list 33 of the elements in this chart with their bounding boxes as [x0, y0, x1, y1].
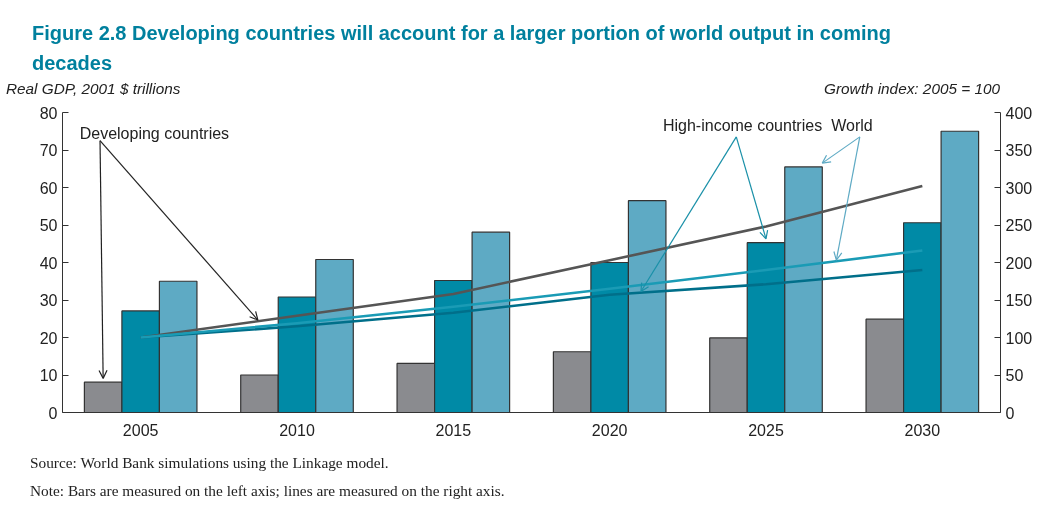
chart-title: Figure 2.8 Developing countries will account for a larger portion of world output in coming decades: [32, 21, 891, 76]
x-tick-label: 2010: [279, 421, 315, 439]
x-tick-label: 2025: [748, 421, 784, 439]
y2-tick-label: 400: [1005, 104, 1033, 122]
line-series: [139, 249, 924, 339]
y-tick-label: 70: [39, 142, 58, 159]
x-tick-label: 2030: [904, 421, 941, 439]
y-tick-label: 30: [39, 292, 58, 309]
y2-axis-title: Growth index: 2005 = 100: [824, 79, 1000, 99]
y2-tick-label: 100: [1005, 329, 1033, 347]
y2-tick-label: 300: [1005, 179, 1033, 197]
y2-tick-label: 250: [1005, 217, 1033, 234]
y-tick-label: 60: [39, 179, 58, 197]
x-tick-label: 2005: [122, 421, 159, 439]
y2-tick-label: 150: [1005, 292, 1033, 309]
y2-tick-label: 200: [1005, 254, 1033, 272]
x-tick-label: 2015: [435, 421, 472, 439]
y-tick-label: 20: [39, 329, 58, 347]
y-axis-title: Real GDP, 2001 $ trillions: [6, 79, 181, 99]
y-tick-label: 0: [48, 404, 58, 422]
text: Note: Bars are measured on the left axis; lines are measured on the right axis.: [30, 481, 505, 501]
y2-tick-label: 50: [1005, 367, 1024, 384]
x-tick-label: 2020: [591, 421, 628, 439]
text: Developing countries: [79, 124, 230, 142]
y2-tick-label: 350: [1005, 142, 1033, 159]
text: World: [831, 117, 873, 135]
source-note: Source: World Bank simulations using the Linkage model.: [30, 453, 389, 473]
y-tick-label: 50: [39, 217, 58, 234]
y-tick-label: 40: [39, 254, 58, 272]
y-tick-label: 80: [39, 104, 58, 122]
y-tick-label: 10: [39, 367, 58, 384]
text: High-income countries: [662, 117, 823, 135]
y2-tick-label: 0: [1005, 404, 1015, 422]
